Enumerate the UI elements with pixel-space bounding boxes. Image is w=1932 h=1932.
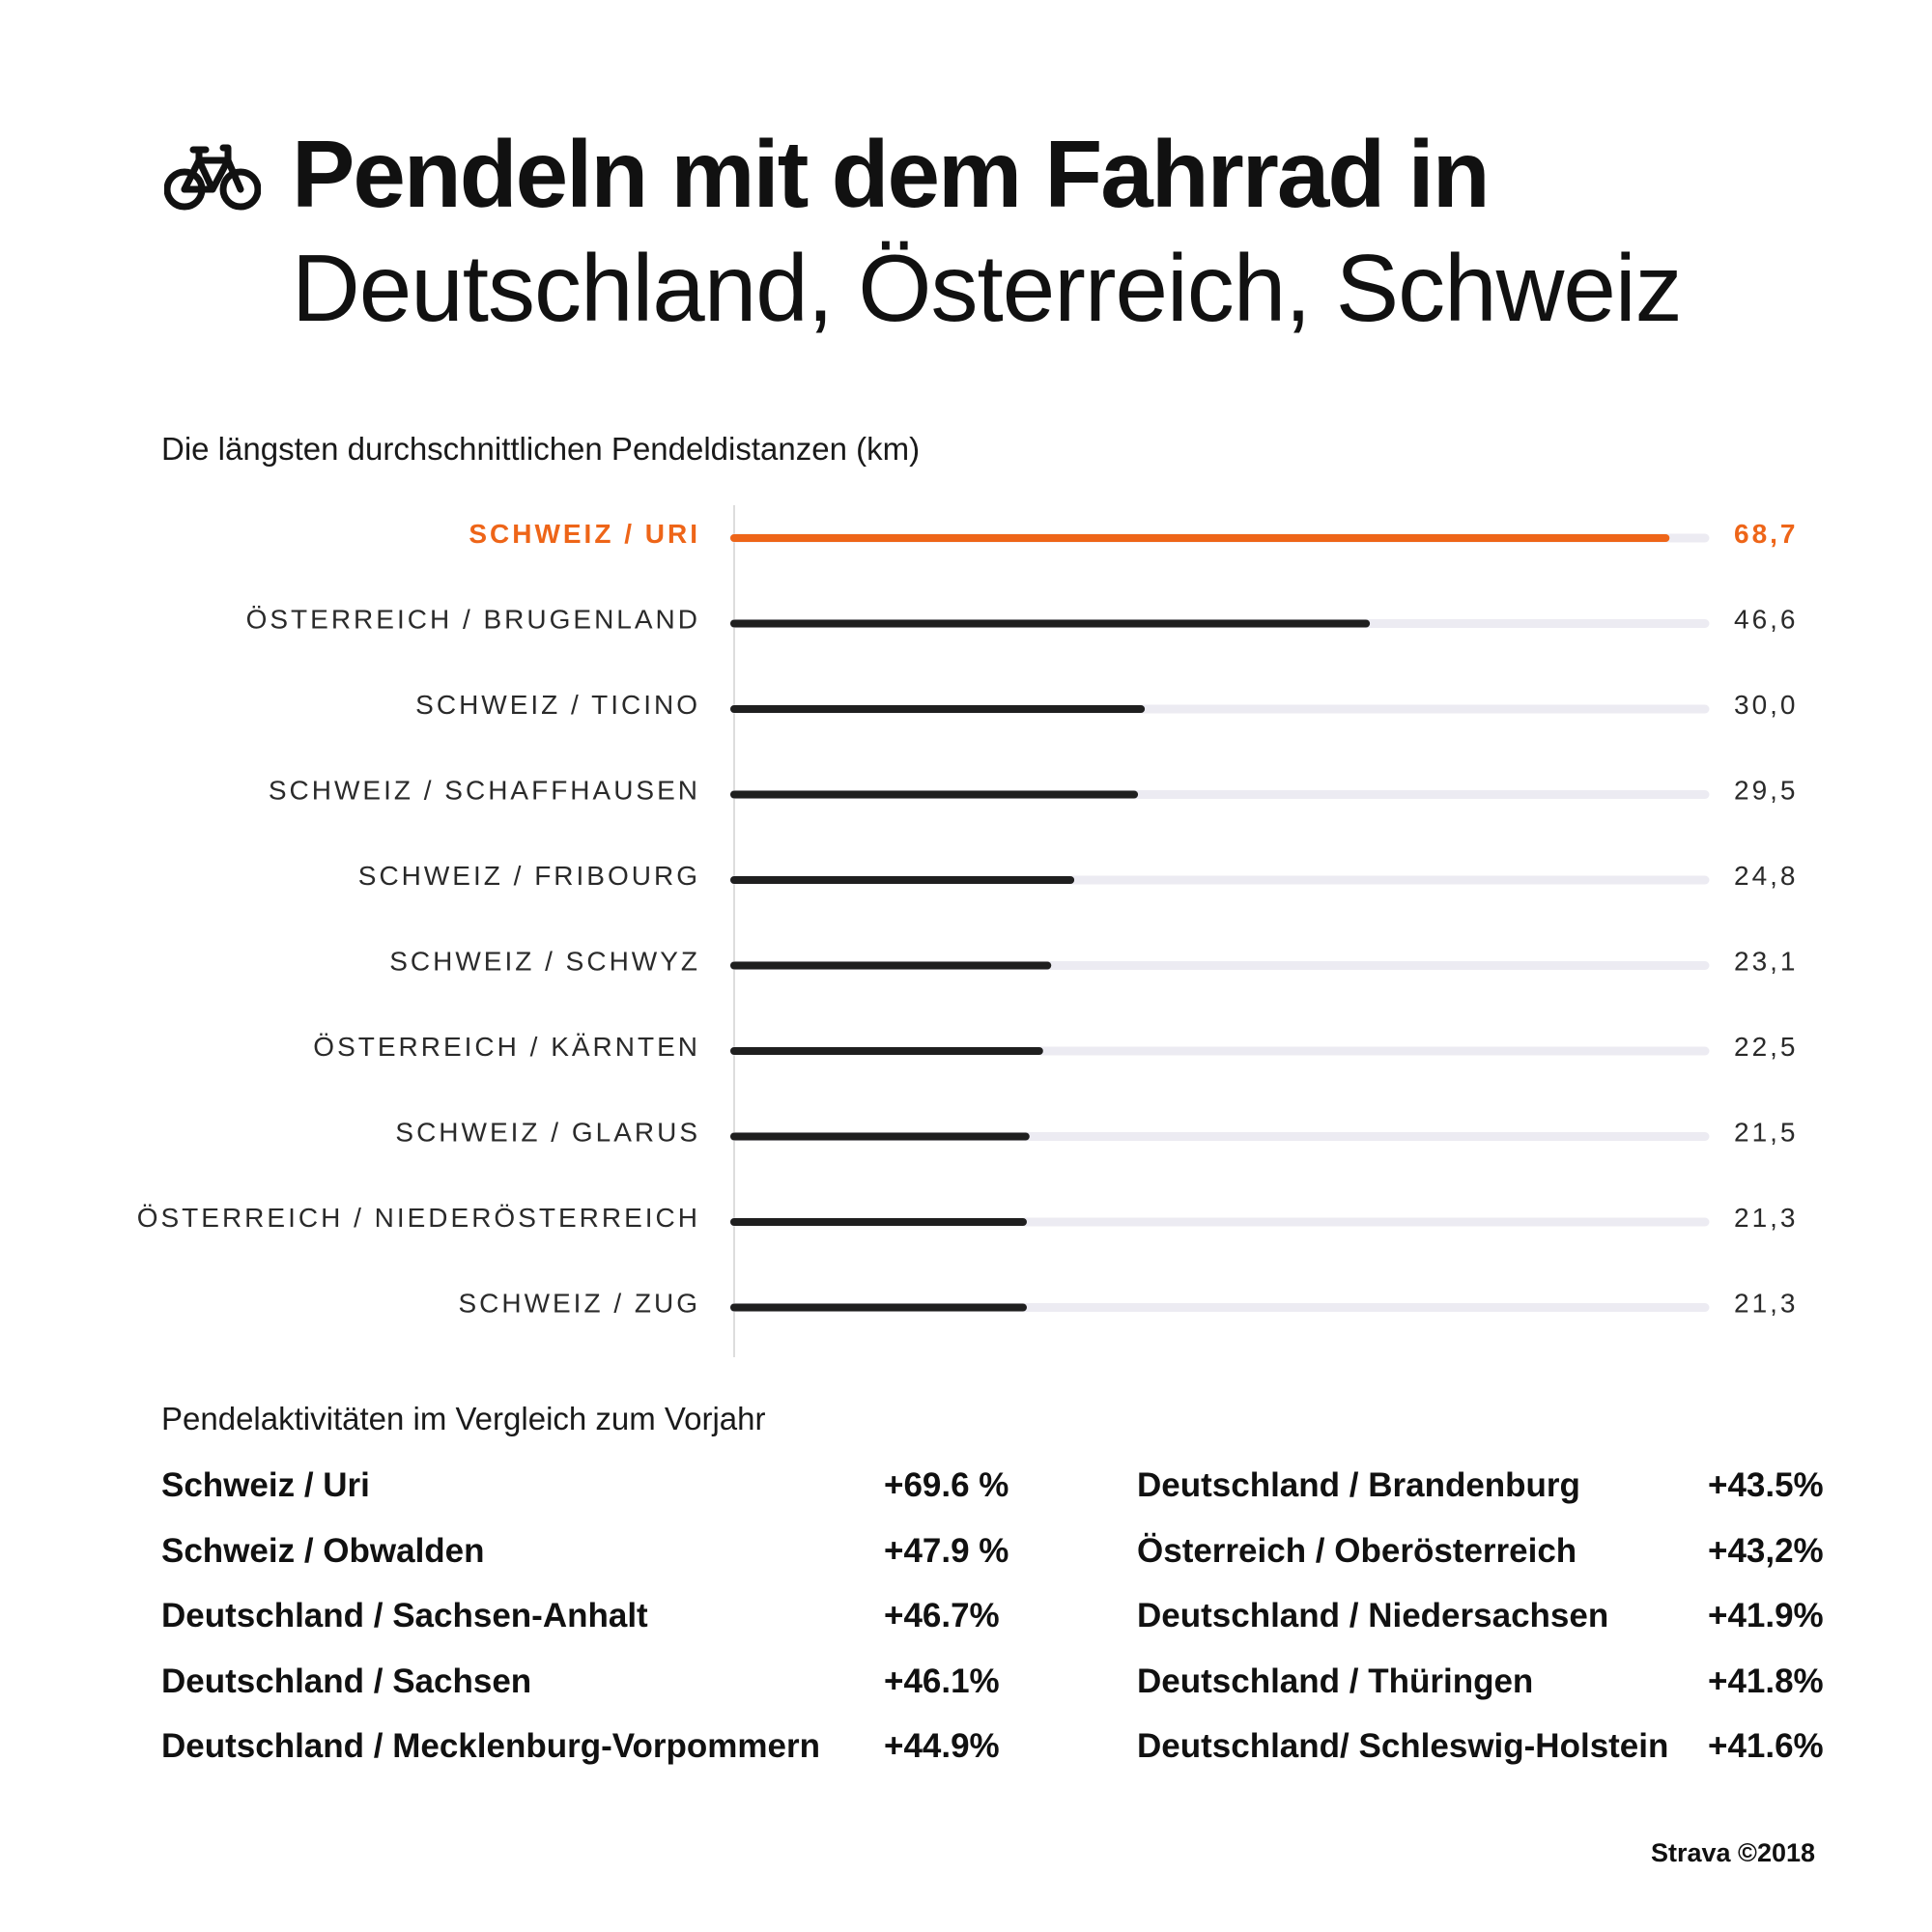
category-label: SCHWEIZ / ZUG: [458, 1289, 700, 1319]
comparison-region: Deutschland / Niedersachsen: [1137, 1597, 1609, 1634]
comparison-change: +41.9%: [1708, 1597, 1824, 1634]
footer-credit: Strava ©2018: [1651, 1838, 1816, 1867]
value-label: 22,5: [1734, 1032, 1799, 1062]
value-label: 24,8: [1734, 861, 1799, 891]
page-subtitle: Deutschland, Österreich, Schweiz: [292, 235, 1683, 341]
comparison-title: Pendelaktivitäten im Vergleich zum Vorja…: [161, 1401, 766, 1436]
page-title: Pendeln mit dem Fahrrad in: [292, 121, 1491, 227]
category-label: ÖSTERREICH / KÄRNTEN: [313, 1032, 700, 1062]
comparison-region: Schweiz / Uri: [161, 1466, 370, 1504]
comparison-region: Deutschland / Sachsen: [161, 1662, 532, 1700]
comparison-region: Deutschland / Brandenburg: [1137, 1466, 1580, 1504]
comparison-region: Deutschland/ Schleswig-Holstein: [1137, 1727, 1669, 1765]
value-label: 29,5: [1734, 776, 1799, 806]
comparison-region: Deutschland / Thüringen: [1137, 1662, 1534, 1700]
comparison-change: +43,2%: [1708, 1531, 1824, 1570]
comparison-region: Österreich / Oberösterreich: [1137, 1531, 1577, 1570]
category-label: SCHWEIZ / GLARUS: [395, 1118, 700, 1148]
chart-title: Die längsten durchschnittlichen Pendeldi…: [161, 431, 921, 467]
comparison-change: +41.8%: [1708, 1662, 1824, 1700]
category-label: SCHWEIZ / SCHAFFHAUSEN: [269, 776, 700, 806]
comparison-region: Deutschland / Mecklenburg-Vorpommern: [161, 1727, 820, 1765]
comparison-region: Deutschland / Sachsen-Anhalt: [161, 1597, 648, 1634]
comparison-change: +69.6 %: [884, 1466, 1009, 1504]
comparison-change: +41.6%: [1708, 1727, 1824, 1765]
value-label: 30,0: [1734, 690, 1799, 720]
comparison-change: +46.7%: [884, 1597, 1000, 1634]
value-label: 21,5: [1734, 1118, 1799, 1148]
comparison-change: +43.5%: [1708, 1466, 1824, 1504]
value-label: 21,3: [1734, 1203, 1799, 1233]
comparison-change: +46.1%: [884, 1662, 1000, 1700]
value-label: 68,7: [1734, 519, 1799, 549]
category-label: ÖSTERREICH / NIEDERÖSTERREICH: [137, 1203, 700, 1233]
comparison-change: +47.9 %: [884, 1531, 1009, 1570]
value-label: 21,3: [1734, 1289, 1799, 1319]
value-label: 46,6: [1734, 605, 1799, 635]
comparison-change: +44.9%: [884, 1727, 1000, 1765]
category-label: SCHWEIZ / SCHWYZ: [389, 947, 700, 977]
category-label: SCHWEIZ / FRIBOURG: [358, 861, 700, 891]
bicycle-icon: [164, 144, 261, 211]
comparison-region: Schweiz / Obwalden: [161, 1531, 485, 1570]
category-label: ÖSTERREICH / BRUGENLAND: [246, 605, 700, 635]
category-label: SCHWEIZ / URI: [469, 519, 700, 549]
category-label: SCHWEIZ / TICINO: [415, 690, 700, 720]
value-label: 23,1: [1734, 947, 1799, 977]
